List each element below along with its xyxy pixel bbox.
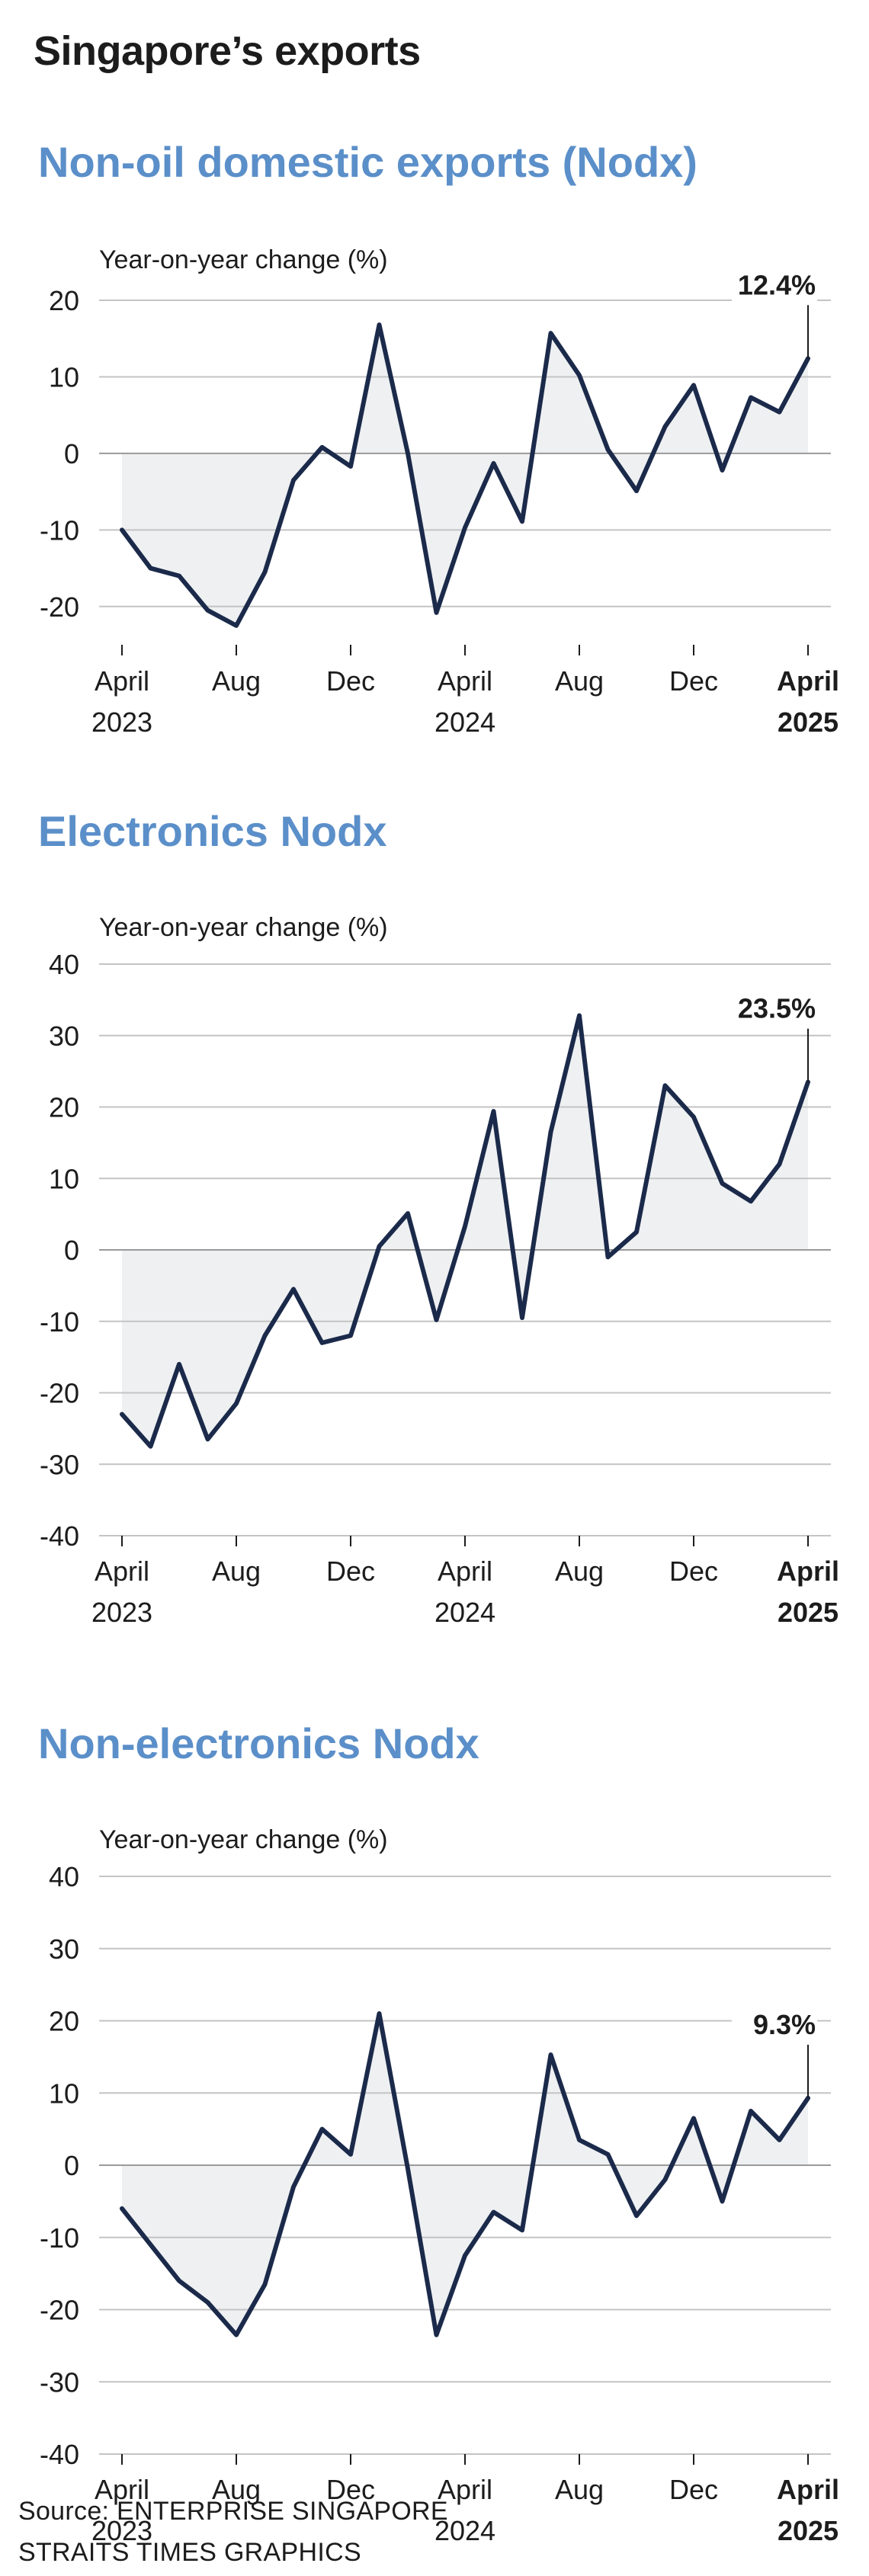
x-tick-label: Aug xyxy=(555,2474,604,2505)
series-area xyxy=(122,2014,808,2335)
x-tick-year: 2023 xyxy=(91,706,152,738)
y-tick-label: -20 xyxy=(40,1378,79,1409)
y-tick-label: 0 xyxy=(64,2150,79,2181)
source-note: Source: ENTERPRISE SINGAPORE xyxy=(18,2497,448,2526)
x-tick-label: Dec xyxy=(669,665,718,697)
y-tick-label: -40 xyxy=(40,1520,79,1552)
y-axis-title: Year-on-year change (%) xyxy=(99,913,388,942)
latest-value-label: 9.3% xyxy=(753,2009,816,2040)
x-tick-year: 2024 xyxy=(434,1597,495,1628)
y-tick-label: -10 xyxy=(40,514,79,546)
x-tick-label: April xyxy=(777,2474,839,2505)
chart-nodx: Non-oil domestic exports (Nodx) Year-on-y… xyxy=(38,138,839,738)
y-tick-label: 10 xyxy=(49,1163,79,1194)
x-tick-year: 2023 xyxy=(91,1597,152,1628)
x-tick-label: Dec xyxy=(326,1556,375,1587)
y-tick-label: -40 xyxy=(40,2439,79,2470)
x-tick-label: Dec xyxy=(326,2474,375,2505)
y-tick-label: 10 xyxy=(49,361,79,392)
chart-electronics-nodx: Electronics Nodx Year-on-year change (%) 4… xyxy=(38,807,839,1628)
y-tick-label: 30 xyxy=(49,1934,79,1965)
callout-background xyxy=(732,267,817,304)
y-axis-title: Year-on-year change (%) xyxy=(99,245,388,274)
x-tick-label: Dec xyxy=(669,1556,718,1587)
x-tick-label: April xyxy=(95,665,149,697)
chart-non-electronics-nodx: Non-electronics Nodx Year-on-year change … xyxy=(38,1719,839,2546)
y-tick-label: 10 xyxy=(49,2078,79,2109)
x-tick-label: April xyxy=(95,2474,149,2505)
y-tick-label: 0 xyxy=(64,1235,79,1266)
callout-background xyxy=(732,990,817,1027)
y-tick-label: 20 xyxy=(49,1092,79,1123)
x-tick-label: April xyxy=(438,665,492,697)
chart-title: Non-electronics Nodx xyxy=(38,1719,479,1767)
x-tick-label: Aug xyxy=(212,2474,261,2505)
x-tick-label: April xyxy=(438,1556,492,1587)
x-tick-year: 2025 xyxy=(778,2515,839,2546)
y-tick-label: -20 xyxy=(40,591,79,623)
series-line xyxy=(120,322,810,628)
y-tick-label: -20 xyxy=(40,2295,79,2326)
latest-value-label: 23.5% xyxy=(738,993,816,1024)
x-tick-year: 2024 xyxy=(434,706,495,738)
x-tick-label: Dec xyxy=(669,2474,718,2505)
credit-note: STRAITS TIMES GRAPHICS xyxy=(18,2538,361,2567)
x-tick-label: April xyxy=(438,2474,492,2505)
latest-value-label: 12.4% xyxy=(738,269,816,300)
x-tick-label: Aug xyxy=(212,665,261,697)
series-area xyxy=(122,325,808,626)
y-tick-label: -30 xyxy=(40,2366,79,2398)
x-tick-year: 2025 xyxy=(778,706,839,738)
y-tick-label: 20 xyxy=(49,2006,79,2037)
y-tick-label: 0 xyxy=(64,438,79,469)
callout-background xyxy=(732,2006,817,2043)
y-tick-label: -30 xyxy=(40,1449,79,1480)
page-title: Singapore’s exports xyxy=(34,28,421,74)
x-tick-label: Aug xyxy=(555,1556,604,1587)
x-tick-label: Aug xyxy=(212,1556,261,1587)
y-tick-label: 40 xyxy=(49,949,79,980)
x-tick-label: April xyxy=(777,1556,839,1587)
chart-title: Non-oil domestic exports (Nodx) xyxy=(38,138,697,186)
x-tick-label: April xyxy=(95,1556,149,1587)
x-tick-year: 2025 xyxy=(778,1597,839,1628)
x-tick-label: April xyxy=(777,665,839,697)
x-tick-label: Aug xyxy=(555,665,604,697)
y-tick-label: -10 xyxy=(40,2222,79,2254)
y-tick-label: 20 xyxy=(49,285,79,316)
x-tick-label: Dec xyxy=(326,665,375,697)
y-tick-label: -10 xyxy=(40,1306,79,1338)
y-tick-label: 40 xyxy=(49,1861,79,1892)
y-tick-label: 30 xyxy=(49,1020,79,1052)
x-tick-year: 2024 xyxy=(434,2515,495,2546)
series-line xyxy=(120,2011,810,2337)
x-tick-year: 2023 xyxy=(91,2515,152,2546)
series-line xyxy=(120,1013,810,1449)
y-axis-title: Year-on-year change (%) xyxy=(99,1825,388,1854)
chart-title: Electronics Nodx xyxy=(38,807,386,855)
